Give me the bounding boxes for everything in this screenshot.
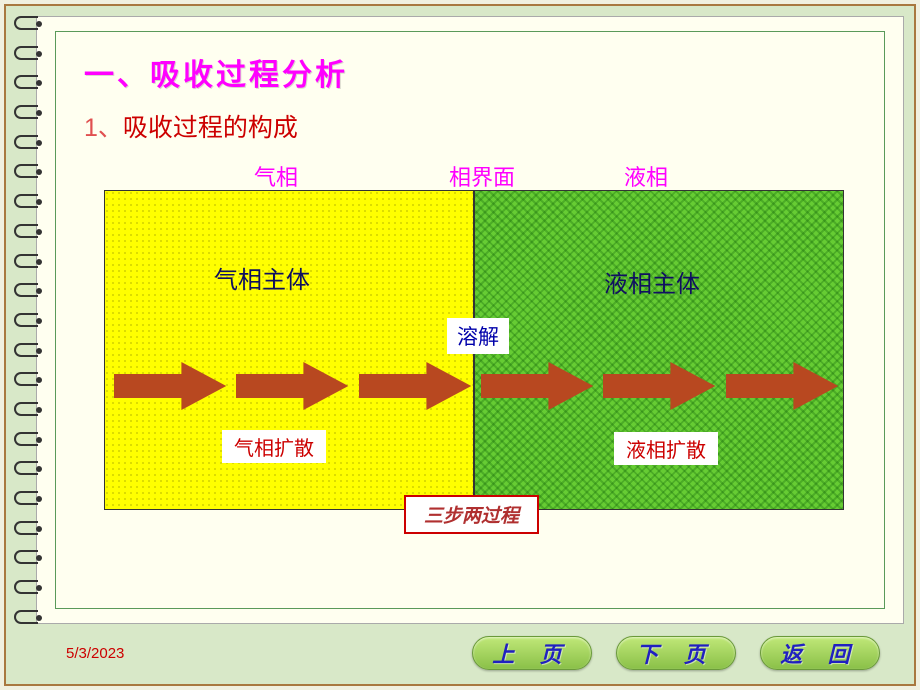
- footer-date: 5/3/2023: [66, 645, 472, 662]
- arrow-icon: [481, 362, 593, 410]
- slide-title: 一、吸收过程分析: [84, 50, 856, 94]
- arrow-icon: [359, 362, 471, 410]
- page: 一、吸收过程分析 1、吸收过程的构成 气相 相界面 液相 气相主体 液相主体 溶…: [36, 16, 904, 624]
- header-interface: 相界面: [449, 160, 515, 192]
- back-button[interactable]: 返 回: [760, 636, 880, 670]
- outer-frame: 一、吸收过程分析 1、吸收过程的构成 气相 相界面 液相 气相主体 液相主体 溶…: [4, 4, 916, 686]
- arrow-row: [114, 362, 838, 410]
- arrow-icon: [236, 362, 348, 410]
- spiral-binding: [14, 16, 38, 624]
- arrow-icon: [114, 362, 226, 410]
- header-liquid: 液相: [624, 160, 668, 192]
- slide-subtitle: 1、吸收过程的构成: [84, 108, 856, 144]
- arrow-icon: [726, 362, 838, 410]
- next-button[interactable]: 下 页: [616, 636, 736, 670]
- header-gas: 气相: [254, 160, 298, 192]
- summary-box: 三步两过程: [404, 495, 539, 534]
- arrow-icon: [603, 362, 715, 410]
- gas-diffusion-tag: 气相扩散: [222, 430, 326, 463]
- phase-diagram: 气相主体 液相主体 溶解 气相扩散 液相扩散 三步两过程: [104, 190, 844, 510]
- liquid-diffusion-tag: 液相扩散: [614, 432, 718, 465]
- gas-body-label: 气相主体: [214, 260, 310, 295]
- subtitle-number: 1、: [84, 114, 123, 142]
- prev-button[interactable]: 上 页: [472, 636, 592, 670]
- liquid-body-label: 液相主体: [604, 264, 700, 299]
- dissolve-tag: 溶解: [447, 318, 509, 354]
- phase-headers: 气相 相界面 液相: [104, 160, 856, 190]
- content-frame: 一、吸收过程分析 1、吸收过程的构成 气相 相界面 液相 气相主体 液相主体 溶…: [55, 31, 885, 609]
- subtitle-text: 吸收过程的构成: [123, 114, 298, 142]
- footer: 5/3/2023 上 页 下 页 返 回: [36, 630, 904, 676]
- nav-buttons: 上 页 下 页 返 回: [472, 636, 880, 670]
